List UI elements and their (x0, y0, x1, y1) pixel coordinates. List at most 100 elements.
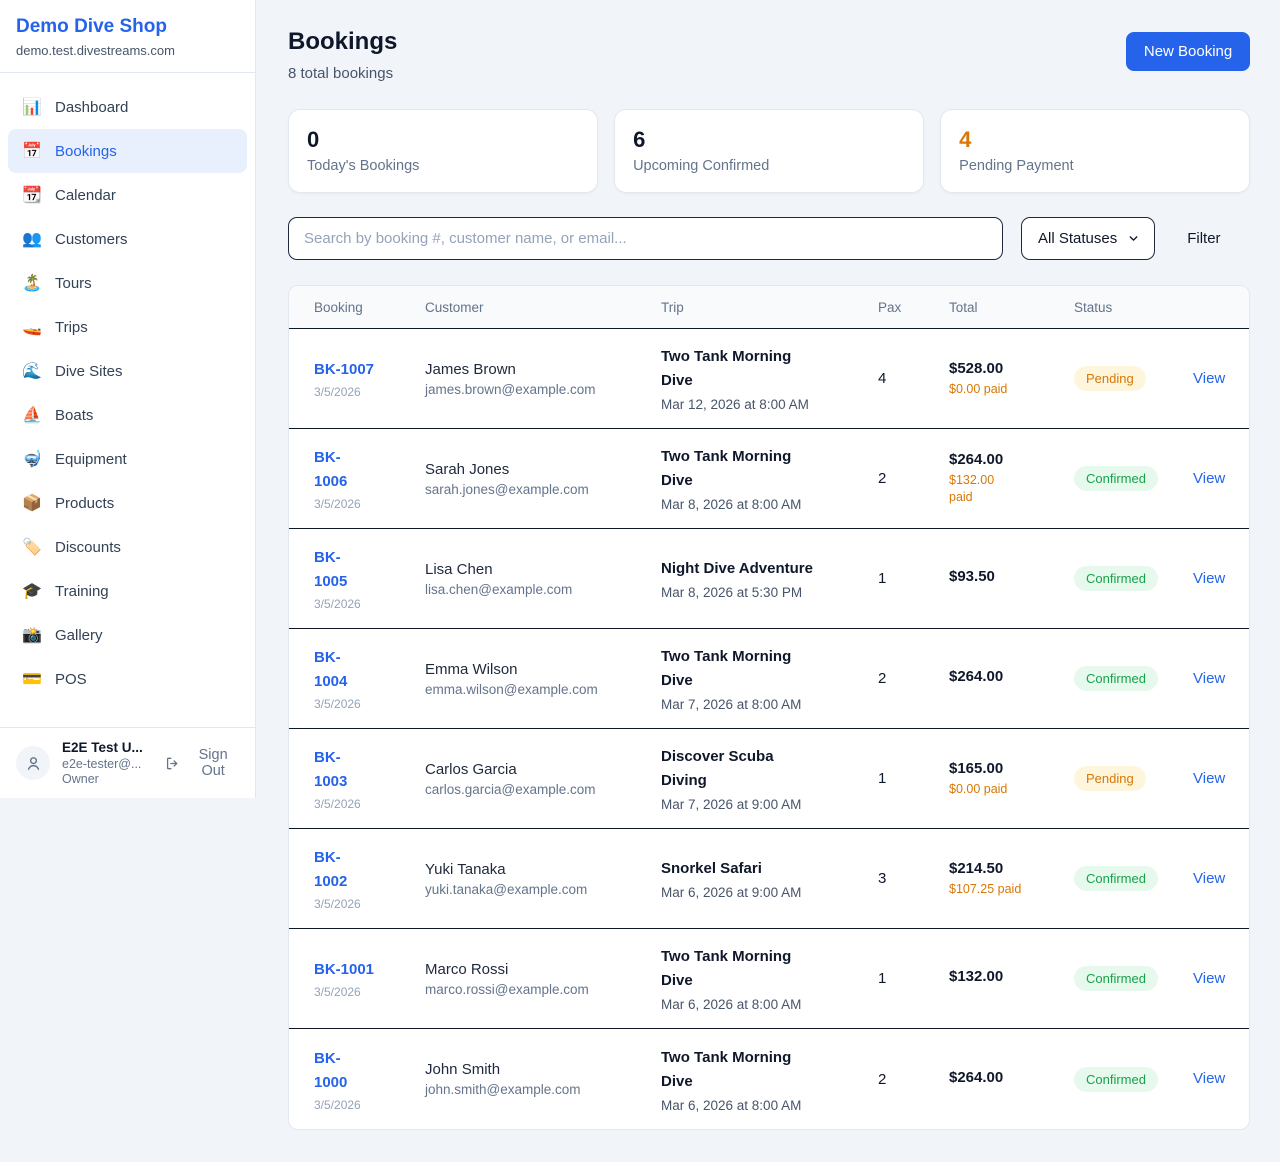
sidebar-item-label: Training (55, 582, 109, 600)
booking-id-link[interactable]: BK- 1002 (314, 849, 348, 890)
filter-row: All Statuses Filter (288, 217, 1250, 260)
table-row: BK-1007 3/5/2026 James Brown james.brown@e… (289, 329, 1250, 429)
booking-cell: BK- 1004 3/5/2026 (314, 646, 425, 711)
sidebar-item-equipment[interactable]: 🤿 Equipment (8, 437, 247, 481)
filter-button[interactable]: Filter (1173, 230, 1234, 247)
sidebar-item-label: Customers (55, 230, 128, 248)
diving-mask-icon: 🤿 (22, 451, 42, 468)
sidebar-item-discounts[interactable]: 🏷️ Discounts (8, 525, 247, 569)
camera-icon: 📸 (22, 627, 42, 644)
customer-email: sarah.jones@example.com (425, 481, 589, 497)
sidebar-header: Demo Dive Shop demo.test.divestreams.com (0, 0, 255, 73)
sidebar: Demo Dive Shop demo.test.divestreams.com… (0, 0, 256, 798)
view-link[interactable]: View (1193, 869, 1226, 887)
pax-cell: 4 (878, 370, 887, 387)
booking-id-link[interactable]: BK- 1003 (314, 749, 348, 790)
status-cell: Pending (1074, 366, 1193, 391)
sidebar-item-customers[interactable]: 👥 Customers (8, 217, 247, 261)
booking-id-link[interactable]: BK- 1000 (314, 1049, 348, 1091)
trip-cell: Two Tank Morning Dive Mar 6, 2026 at 8:00… (661, 1046, 878, 1113)
sidebar-item-label: Equipment (55, 450, 127, 468)
view-link[interactable]: View (1193, 769, 1226, 787)
sidebar-item-bookings[interactable]: 📅 Bookings (8, 129, 247, 173)
booking-id-link[interactable]: BK- 1004 (314, 649, 348, 690)
speedboat-icon: 🚤 (22, 319, 42, 336)
status-badge: Confirmed (1074, 866, 1158, 891)
customer-cell: Lisa Chen lisa.chen@example.com (425, 561, 661, 597)
customer-email: yuki.tanaka@example.com (425, 881, 588, 897)
actions-cell: View (1193, 770, 1225, 788)
stat-card-todays-bookings: 0 Today's Bookings (288, 109, 599, 193)
trip-datetime: Mar 6, 2026 at 8:00 AM (661, 997, 802, 1012)
trip-cell: Two Tank Morning Dive Mar 7, 2026 at 8:00… (661, 645, 878, 712)
status-filter-select[interactable]: All Statuses (1021, 217, 1156, 260)
package-icon: 📦 (22, 495, 42, 512)
col-header-trip: Trip (661, 299, 684, 315)
chevron-down-icon (1129, 236, 1138, 241)
trip-name: Two Tank Morning Dive (661, 1048, 792, 1090)
customer-email: carlos.garcia@example.com (425, 781, 596, 797)
view-link[interactable]: View (1193, 969, 1226, 987)
sidebar-item-calendar[interactable]: 📆 Calendar (8, 173, 247, 217)
view-link[interactable]: View (1193, 369, 1226, 387)
sidebar-item-trips[interactable]: 🚤 Trips (8, 305, 247, 349)
sidebar-item-dive-sites[interactable]: 🌊 Dive Sites (8, 349, 247, 393)
pax-cell: 1 (878, 970, 887, 987)
actions-cell: View (1193, 670, 1225, 688)
booking-id-link[interactable]: BK-1001 (314, 961, 375, 978)
booking-date: 3/5/2026 (314, 385, 361, 399)
booking-date: 3/5/2026 (314, 1097, 361, 1112)
customer-email: john.smith@example.com (425, 1082, 581, 1097)
booking-date: 3/5/2026 (314, 697, 361, 711)
booking-cell: BK-1007 3/5/2026 (314, 358, 425, 399)
pax-cell: 1 (878, 770, 887, 787)
trip-cell: Discover Scuba Diving Mar 7, 2026 at 9:00… (661, 745, 878, 812)
sidebar-item-gallery[interactable]: 📸 Gallery (8, 613, 247, 657)
view-link[interactable]: View (1193, 569, 1226, 587)
trip-cell: Two Tank Morning Dive Mar 6, 2026 at 8:00… (661, 945, 878, 1012)
customer-name: James Brown (425, 360, 516, 378)
trip-name: Two Tank Morning Dive (661, 448, 792, 489)
paid-amount: $0.00 paid (949, 381, 1008, 396)
total-cell: $132.00 (949, 968, 1074, 989)
sidebar-item-label: Calendar (55, 186, 116, 204)
sidebar-item-pos[interactable]: 💳 POS (8, 657, 247, 701)
new-booking-button[interactable]: New Booking (1125, 32, 1251, 71)
customer-cell: Yuki Tanaka yuki.tanaka@example.com (425, 861, 661, 897)
customer-name: Sarah Jones (425, 460, 510, 478)
customer-email: james.brown@example.com (425, 381, 596, 397)
booking-cell: BK- 1006 3/5/2026 (314, 446, 425, 511)
avatar (16, 746, 50, 780)
sidebar-item-label: Gallery (55, 626, 103, 644)
sidebar-item-training[interactable]: 🎓 Training (8, 569, 247, 613)
status-cell: Pending (1074, 766, 1193, 791)
sidebar-item-label: Bookings (55, 142, 117, 160)
people-icon: 👥 (22, 231, 42, 248)
pax-cell: 1 (878, 570, 887, 587)
trip-cell: Night Dive Adventure Mar 8, 2026 at 5:30 … (661, 557, 878, 600)
booking-id-link[interactable]: BK-1007 (314, 361, 375, 378)
booking-id-link[interactable]: BK- 1006 (314, 449, 348, 490)
stat-value: 4 (959, 127, 972, 152)
user-role: Owner (62, 772, 99, 786)
trip-name: Two Tank Morning Dive (661, 648, 792, 689)
paid-amount: $132.00 paid (949, 473, 995, 504)
sidebar-item-tours[interactable]: 🏝️ Tours (8, 261, 247, 305)
sidebar-item-label: Dive Sites (55, 362, 123, 380)
sidebar-item-boats[interactable]: ⛵ Boats (8, 393, 247, 437)
table-header-row: Booking Customer Trip Pax Total Status (289, 286, 1250, 329)
sidebar-user-footer: E2E Test U... e2e-tester@... Owner Sign … (0, 727, 255, 798)
total-cell: $214.50 $107.25 paid (949, 860, 1074, 898)
sidebar-item-dashboard[interactable]: 📊 Dashboard (8, 85, 247, 129)
booking-id-link[interactable]: BK- 1005 (314, 549, 348, 590)
sign-out-button[interactable]: Sign Out (165, 747, 239, 779)
trip-name: Two Tank Morning Dive (661, 948, 792, 989)
view-link[interactable]: View (1193, 1070, 1226, 1087)
trip-cell: Two Tank Morning Dive Mar 12, 2026 at 8:0… (661, 345, 878, 412)
booking-date: 3/5/2026 (314, 497, 361, 511)
search-input[interactable] (288, 217, 1003, 260)
sidebar-item-label: Trips (55, 318, 88, 336)
sidebar-item-products[interactable]: 📦 Products (8, 481, 247, 525)
view-link[interactable]: View (1193, 669, 1226, 687)
view-link[interactable]: View (1193, 469, 1226, 487)
